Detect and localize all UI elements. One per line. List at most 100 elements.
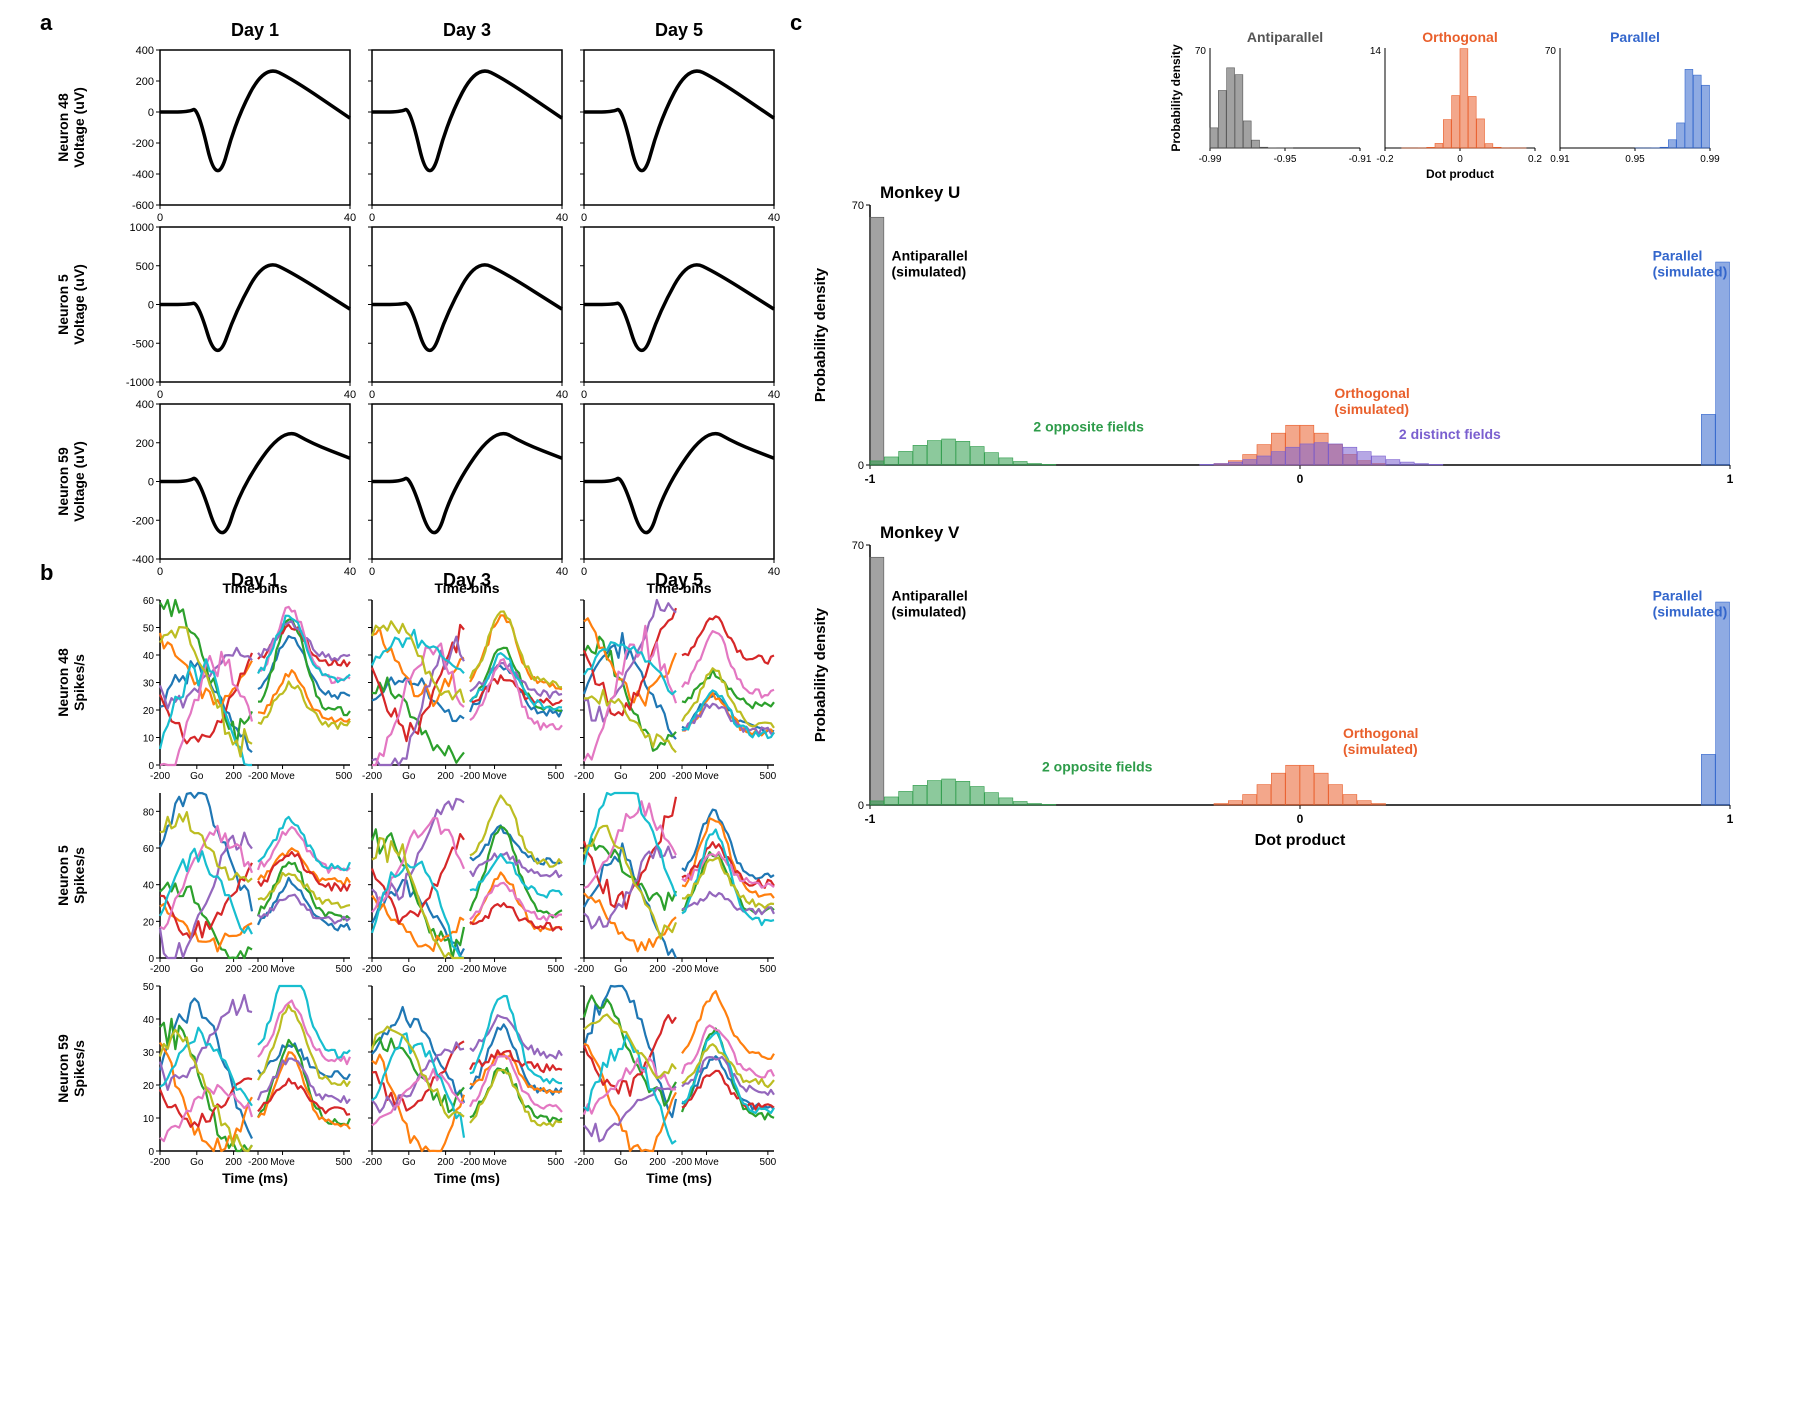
svg-text:Move: Move <box>482 964 507 975</box>
svg-text:-200: -200 <box>362 1157 382 1168</box>
svg-text:-200: -200 <box>460 964 480 975</box>
svg-text:Parallel: Parallel <box>1653 248 1703 264</box>
svg-text:0: 0 <box>157 212 163 224</box>
svg-text:Move: Move <box>270 1157 295 1168</box>
svg-text:Probability density: Probability density <box>812 607 829 742</box>
svg-text:400: 400 <box>136 399 154 411</box>
svg-text:0: 0 <box>581 212 587 224</box>
svg-text:Probability density: Probability density <box>812 267 829 402</box>
svg-text:0: 0 <box>148 107 154 119</box>
svg-text:Move: Move <box>270 964 295 975</box>
svg-text:Spikes/s: Spikes/s <box>71 654 87 711</box>
svg-text:200: 200 <box>649 1157 666 1168</box>
svg-text:200: 200 <box>649 771 666 782</box>
svg-text:500: 500 <box>760 964 777 975</box>
svg-text:Orthogonal: Orthogonal <box>1334 385 1409 401</box>
svg-text:60: 60 <box>143 844 155 855</box>
svg-text:10: 10 <box>143 734 155 745</box>
svg-text:200: 200 <box>136 76 154 88</box>
svg-text:Go: Go <box>614 1157 628 1168</box>
svg-text:0: 0 <box>157 389 163 401</box>
panel-c: Antiparallel70-0.99-0.95-0.91Orthogonal1… <box>790 10 1790 910</box>
svg-text:-200: -200 <box>132 138 154 150</box>
svg-text:-600: -600 <box>132 200 154 212</box>
svg-text:0: 0 <box>858 460 864 472</box>
svg-text:(simulated): (simulated) <box>1653 264 1728 280</box>
svg-text:40: 40 <box>143 1015 155 1026</box>
svg-text:Go: Go <box>402 964 416 975</box>
svg-text:-0.91: -0.91 <box>1349 154 1372 165</box>
svg-text:-200: -200 <box>460 771 480 782</box>
svg-text:Day 3: Day 3 <box>443 20 491 40</box>
svg-text:(simulated): (simulated) <box>892 604 967 620</box>
svg-text:500: 500 <box>548 1157 565 1168</box>
svg-text:Monkey V: Monkey V <box>880 523 960 542</box>
svg-text:(simulated): (simulated) <box>1334 401 1409 417</box>
svg-text:0: 0 <box>581 389 587 401</box>
svg-text:30: 30 <box>143 1048 155 1059</box>
svg-text:-0.2: -0.2 <box>1376 154 1394 165</box>
svg-text:0: 0 <box>1297 472 1304 486</box>
svg-text:200: 200 <box>225 964 242 975</box>
svg-text:500: 500 <box>760 1157 777 1168</box>
svg-text:(simulated): (simulated) <box>1653 604 1728 620</box>
svg-text:Antiparallel: Antiparallel <box>892 588 968 604</box>
svg-text:-200: -200 <box>150 771 170 782</box>
svg-text:Move: Move <box>482 1157 507 1168</box>
svg-text:200: 200 <box>225 1157 242 1168</box>
svg-text:200: 200 <box>136 438 154 450</box>
svg-text:Voltage (uV): Voltage (uV) <box>71 264 87 345</box>
svg-text:0.99: 0.99 <box>1700 154 1720 165</box>
svg-text:-200: -200 <box>460 1157 480 1168</box>
svg-text:Go: Go <box>614 964 628 975</box>
svg-text:Monkey U: Monkey U <box>880 183 960 202</box>
svg-text:500: 500 <box>336 1157 353 1168</box>
svg-text:Move: Move <box>270 771 295 782</box>
svg-text:2 distinct fields: 2 distinct fields <box>1399 426 1501 442</box>
svg-text:(simulated): (simulated) <box>892 264 967 280</box>
svg-text:Time (ms): Time (ms) <box>646 1170 712 1186</box>
svg-text:-200: -200 <box>248 1157 268 1168</box>
svg-text:-200: -200 <box>574 771 594 782</box>
svg-text:-200: -200 <box>672 964 692 975</box>
svg-text:Dot product: Dot product <box>1255 832 1346 849</box>
svg-text:Go: Go <box>190 771 204 782</box>
svg-text:20: 20 <box>143 1081 155 1092</box>
svg-text:20: 20 <box>143 706 155 717</box>
svg-text:70: 70 <box>852 200 864 212</box>
svg-text:Antiparallel: Antiparallel <box>892 248 968 264</box>
svg-text:-500: -500 <box>132 338 154 350</box>
svg-text:-200: -200 <box>132 515 154 527</box>
svg-text:Spikes/s: Spikes/s <box>71 847 87 904</box>
svg-text:Move: Move <box>694 1157 719 1168</box>
svg-text:-200: -200 <box>150 964 170 975</box>
svg-text:0.2: 0.2 <box>1528 154 1542 165</box>
svg-text:-200: -200 <box>574 1157 594 1168</box>
svg-text:Move: Move <box>482 771 507 782</box>
svg-text:Go: Go <box>402 771 416 782</box>
svg-text:Neuron 48: Neuron 48 <box>55 93 71 162</box>
svg-text:-200: -200 <box>574 964 594 975</box>
svg-text:500: 500 <box>548 964 565 975</box>
svg-text:Parallel: Parallel <box>1653 588 1703 604</box>
svg-text:0: 0 <box>369 212 375 224</box>
svg-text:Voltage (uV): Voltage (uV) <box>71 441 87 522</box>
svg-text:400: 400 <box>136 45 154 57</box>
svg-text:-1000: -1000 <box>126 377 154 389</box>
svg-text:500: 500 <box>136 261 154 273</box>
svg-text:Neuron 59: Neuron 59 <box>55 1034 71 1103</box>
svg-text:40: 40 <box>344 389 356 401</box>
svg-text:Day 1: Day 1 <box>231 570 279 590</box>
svg-text:Day 5: Day 5 <box>655 20 703 40</box>
svg-text:Day 3: Day 3 <box>443 570 491 590</box>
svg-text:-1: -1 <box>865 812 876 826</box>
svg-text:Day 1: Day 1 <box>231 20 279 40</box>
svg-text:0: 0 <box>148 477 154 489</box>
panel-b: Day 1Day 3Day 5Neuron 48Spikes/s01020304… <box>40 560 784 1201</box>
svg-text:200: 200 <box>649 964 666 975</box>
svg-text:Voltage (uV): Voltage (uV) <box>71 87 87 168</box>
svg-text:Move: Move <box>694 771 719 782</box>
svg-text:-200: -200 <box>672 1157 692 1168</box>
svg-text:Neuron 5: Neuron 5 <box>55 845 71 906</box>
svg-text:-200: -200 <box>672 771 692 782</box>
